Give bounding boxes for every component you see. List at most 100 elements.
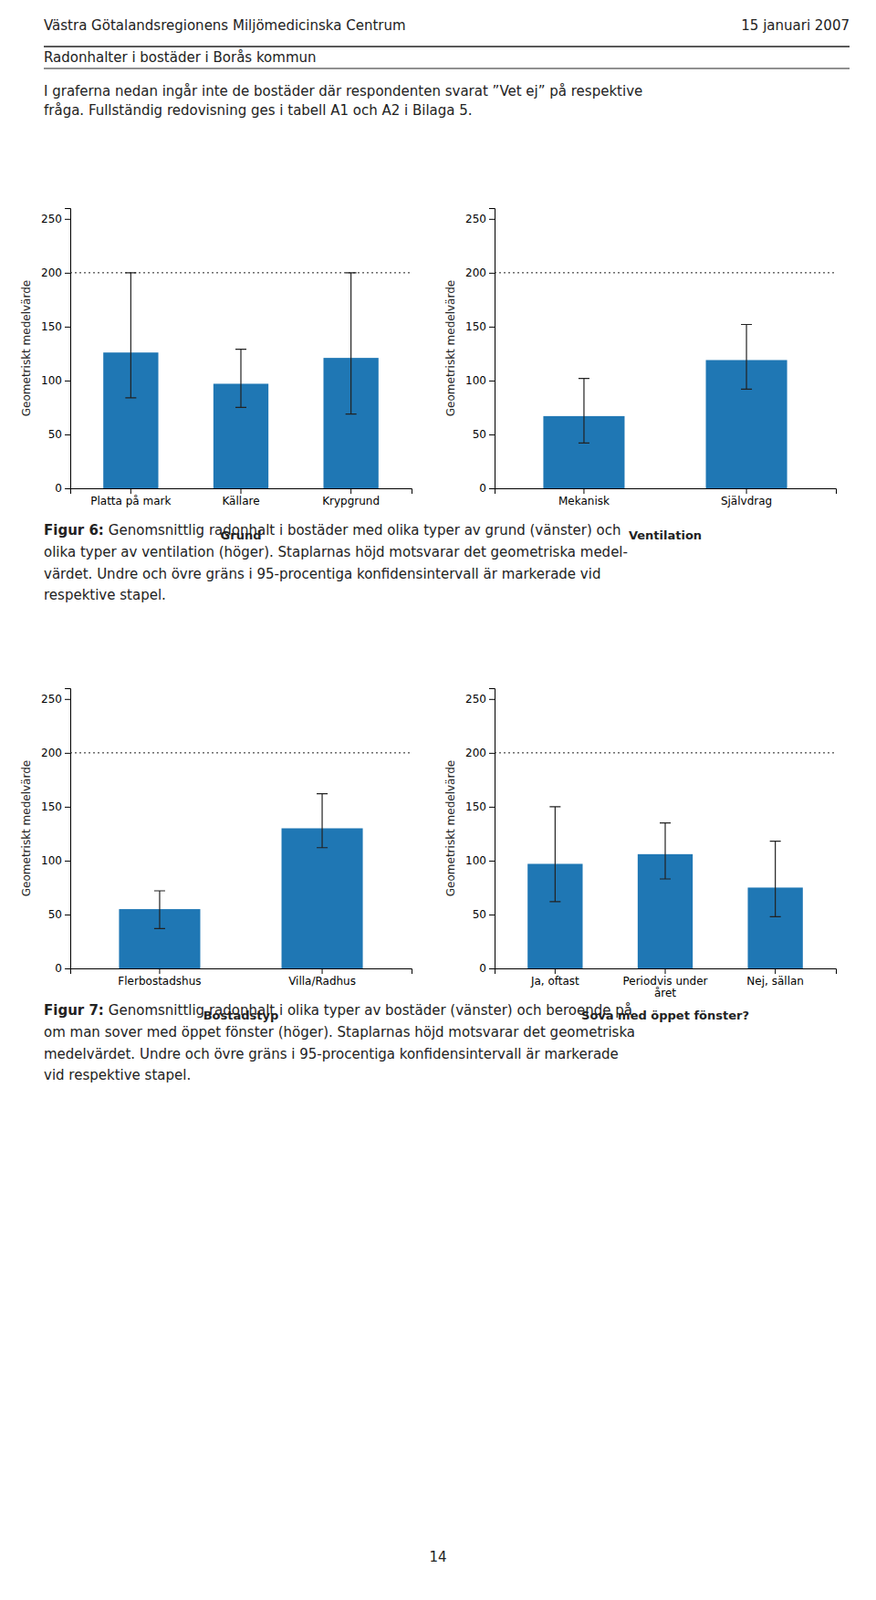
error-bar (549, 806, 561, 902)
x-tick-label: Platta på mark (90, 494, 171, 508)
y-tick-label: 150 (41, 800, 63, 814)
y-axis: 050100150200250 (41, 208, 71, 496)
y-tick-label: 50 (48, 907, 63, 921)
y-tick: 100 (465, 854, 495, 867)
y-tick: 0 (54, 961, 71, 975)
y-tick-label: 50 (472, 907, 487, 921)
y-tick-label: 100 (465, 854, 487, 867)
y-tick-mark (489, 219, 495, 220)
caption-line: olika typer av ventilation (höger). Stap… (43, 543, 628, 561)
x-tick-label-line: Periodvis under (622, 974, 708, 988)
y-axis-line (489, 688, 496, 970)
y-axis-title: Geometriskt medelvärde (444, 760, 458, 897)
x-tick: Självdrag (720, 488, 772, 508)
x-tick-mark (554, 968, 556, 974)
y-tick-mark (489, 272, 495, 274)
y-tick-mark (489, 752, 495, 754)
x-tick-label: Mekanisk (558, 494, 610, 508)
caption-line: medelvärdet. Undre och övre gräns i 95-p… (43, 1045, 619, 1063)
y-tick-mark (64, 968, 71, 970)
y-axis-line (489, 208, 496, 490)
error-bar (740, 324, 752, 390)
y-tick-mark (64, 698, 71, 700)
x-axis-line (71, 489, 413, 495)
y-axis-line (64, 688, 72, 970)
y-tick-label: 150 (465, 320, 487, 334)
x-tick-mark (583, 488, 584, 494)
x-axis-title: Sova med öppet fönster? (581, 1008, 750, 1022)
x-tick-label: Krypgrund (322, 494, 380, 508)
y-tick: 50 (48, 427, 71, 441)
y-tick-label: 0 (54, 481, 63, 495)
y-tick: 250 (41, 212, 71, 226)
intro-line: fråga. Fullständig redovisning ges i tab… (43, 102, 473, 119)
x-tick-label: Nej, sällan (746, 974, 804, 988)
x-tick: Ja, oftast (530, 968, 580, 988)
y-tick-label: 100 (41, 374, 63, 387)
y-tick-mark (64, 752, 71, 754)
x-tick: Platta på mark (90, 488, 171, 508)
x-axis-title: Ventilation (628, 528, 702, 543)
y-tick: 0 (479, 961, 495, 975)
x-tick-label: Källare (221, 494, 260, 508)
x-axis-line (71, 969, 413, 975)
y-tick: 200 (465, 266, 495, 280)
header-rule (43, 45, 850, 48)
error-bar (125, 272, 136, 398)
chart: 050100150200250FlerbostadshusVilla/Radhu… (20, 688, 413, 1022)
y-tick-mark (489, 806, 495, 808)
plot-area (494, 752, 836, 969)
reference-line (70, 751, 412, 753)
y-tick-label: 100 (465, 374, 487, 387)
y-tick-mark (64, 380, 71, 382)
x-tick-mark (130, 488, 132, 494)
y-axis-title: Geometriskt medelvärde (20, 280, 33, 417)
y-axis: 0 50 100 150 200 250 (41, 688, 71, 976)
y-tick: 50 (472, 427, 495, 441)
y-tick: 250 (465, 692, 495, 706)
x-tick-mark (240, 488, 242, 494)
y-tick-label: 0 (479, 481, 487, 495)
x-tick-mark (322, 968, 324, 974)
header-right: 15 januari 2007 (740, 17, 850, 34)
chart: 050100150200250MekaniskSjälvdragGeometri… (444, 208, 837, 543)
chart: 0 50 100 150 200 250 Ja, oftast Periodvis under… (444, 688, 837, 1022)
y-tick: 150 (465, 800, 495, 814)
y-tick-label: 150 (41, 320, 63, 334)
x-tick: Krypgrund (322, 488, 380, 508)
y-axis-title: Geometriskt medelvärde (444, 280, 458, 417)
y-tick: 100 (41, 854, 71, 867)
y-tick-label: 50 (472, 427, 487, 441)
y-tick-mark (489, 488, 495, 490)
y-tick-label: 0 (479, 961, 487, 975)
caption-first-line: Figur 6:Genomsnittlig radonhalt i bostäd… (43, 521, 622, 539)
y-tick-label: 250 (465, 692, 487, 706)
reference-line (494, 751, 836, 753)
y-tick-mark (64, 860, 71, 862)
y-tick: 200 (465, 746, 495, 760)
error-bar (235, 349, 247, 408)
page-number: 14 (428, 1548, 447, 1565)
y-tick: 250 (41, 692, 71, 706)
y-tick-label: 100 (41, 854, 63, 867)
caption-text: Genomsnittlig radonhalt i olika typer av… (108, 1001, 633, 1019)
x-tick-mark (158, 968, 160, 974)
y-tick: 100 (41, 374, 71, 387)
y-axis-title: Geometriskt medelvärde (20, 760, 33, 897)
x-axis: Ja, oftastPeriodvis underåretNej, sällan (495, 968, 837, 1000)
y-tick-mark (489, 914, 495, 916)
x-axis: Mekanisk Självdrag (495, 488, 837, 508)
x-tick: Flerbostadshus (117, 968, 201, 988)
x-tick-label: Självdrag (720, 494, 772, 508)
y-tick: 0 (479, 481, 495, 495)
y-tick-label: 250 (41, 212, 63, 226)
caption-line: respektive stapel. (43, 586, 167, 604)
plot-area (70, 752, 412, 969)
intro-line: I graferna nedan ingår inte de bostäder … (43, 83, 643, 100)
y-tick: 150 (41, 800, 71, 814)
page: Västra Götalandsregionens Miljömedicinsk… (0, 0, 876, 1600)
y-tick: 150 (465, 320, 495, 334)
y-tick-label: 250 (41, 692, 63, 706)
error-bar (316, 793, 328, 848)
y-tick-label: 200 (41, 746, 63, 760)
